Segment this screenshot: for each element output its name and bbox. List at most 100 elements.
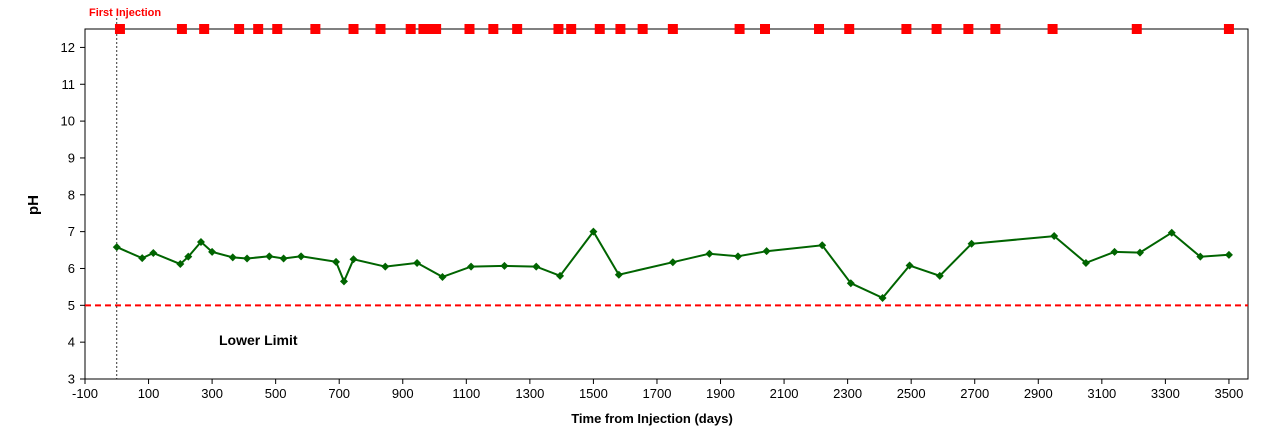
ph-data-point xyxy=(467,262,476,271)
ph-data-point xyxy=(762,247,771,256)
y-tick-label: 7 xyxy=(68,224,75,239)
x-tick-label: 2700 xyxy=(960,386,989,401)
ph-data-point xyxy=(967,239,976,248)
ph-data-point xyxy=(297,252,306,261)
injection-marker xyxy=(901,24,912,34)
ph-data-point xyxy=(265,252,274,261)
ph-data-point xyxy=(589,227,598,236)
injection-marker xyxy=(1131,24,1142,34)
ph-data-point xyxy=(149,249,158,257)
injection-marker xyxy=(272,24,283,34)
x-tick-label: 300 xyxy=(201,386,223,401)
ph-data-point xyxy=(1167,228,1176,237)
ph-data-point xyxy=(138,254,147,263)
y-tick-label: 12 xyxy=(61,40,75,55)
ph-data-point xyxy=(228,253,237,262)
ph-data-point xyxy=(733,252,742,261)
injection-marker xyxy=(814,24,825,34)
injection-marker xyxy=(615,24,626,34)
injection-marker xyxy=(464,24,475,34)
ph-data-point xyxy=(1050,232,1059,241)
injection-marker xyxy=(566,24,577,34)
first-injection-label: First Injection xyxy=(89,7,161,19)
ph-data-point xyxy=(339,277,348,286)
ph-data-point xyxy=(705,249,714,258)
ph-data-point xyxy=(332,257,341,266)
x-tick-label: 3100 xyxy=(1087,386,1116,401)
ph-data-point xyxy=(1135,248,1144,257)
injection-marker xyxy=(734,24,745,34)
injection-marker xyxy=(844,24,855,34)
ph-data-point xyxy=(176,260,185,269)
ph-data-point xyxy=(1224,250,1233,259)
injection-marker xyxy=(234,24,245,34)
injection-marker xyxy=(637,24,648,34)
y-tick-label: 11 xyxy=(62,77,76,92)
injection-marker xyxy=(931,24,942,34)
x-tick-label: 1100 xyxy=(452,386,480,401)
ph-data-point xyxy=(1110,247,1119,256)
injection-marker xyxy=(667,24,678,34)
x-tick-label: 2500 xyxy=(897,386,926,401)
ph-data-point xyxy=(208,247,217,256)
injection-marker xyxy=(375,24,386,34)
x-tick-label: 900 xyxy=(392,386,414,401)
x-tick-label: 1300 xyxy=(515,386,544,401)
x-tick-label: 1700 xyxy=(643,386,672,401)
injection-marker xyxy=(760,24,771,34)
ph-data-point xyxy=(668,258,677,267)
x-tick-label: 2100 xyxy=(770,386,799,401)
injection-marker xyxy=(253,24,264,34)
injection-marker xyxy=(431,24,442,34)
x-tick-label: 500 xyxy=(265,386,287,401)
injection-marker xyxy=(424,24,435,34)
ph-data-point xyxy=(1081,258,1090,267)
y-tick-label: 10 xyxy=(61,114,75,129)
injection-marker xyxy=(594,24,605,34)
injection-marker xyxy=(310,24,321,34)
injection-marker xyxy=(963,24,974,34)
ph-data-point xyxy=(438,272,447,281)
injection-marker xyxy=(512,24,523,34)
ph-data-point xyxy=(905,261,914,270)
ph-data-point xyxy=(349,255,358,264)
x-axis-title: Time from Injection (days) xyxy=(571,411,733,426)
ph-data-point xyxy=(846,279,855,288)
injection-marker xyxy=(553,24,564,34)
injection-marker xyxy=(114,24,125,34)
injection-marker xyxy=(348,24,359,34)
y-tick-label: 8 xyxy=(68,187,75,202)
injection-marker xyxy=(1047,24,1058,34)
y-tick-label: 6 xyxy=(68,261,75,276)
injection-marker xyxy=(199,24,210,34)
x-tick-label: 3500 xyxy=(1214,386,1243,401)
injection-marker xyxy=(418,24,429,34)
ph-data-point xyxy=(279,254,288,263)
plot-area xyxy=(84,28,1249,380)
injection-marker xyxy=(405,24,416,34)
ph-data-point xyxy=(243,254,252,263)
ph-data-point xyxy=(1196,252,1205,261)
y-tick-label: 5 xyxy=(68,298,75,313)
x-tick-label: 1900 xyxy=(706,386,735,401)
ph-data-point xyxy=(500,261,509,270)
ph-data-point xyxy=(532,262,541,271)
ph-data-point xyxy=(878,293,887,302)
ph-data-point xyxy=(614,270,623,279)
ph-data-point xyxy=(112,243,121,252)
injection-marker xyxy=(176,24,187,34)
x-tick-label: 2300 xyxy=(833,386,862,401)
y-tick-label: 9 xyxy=(68,150,75,165)
injection-marker xyxy=(1223,24,1234,34)
injection-marker xyxy=(990,24,1001,34)
x-tick-label: -100 xyxy=(72,386,98,401)
ph-data-point xyxy=(935,271,944,280)
y-axis-title: pH xyxy=(25,195,42,215)
ph-data-point xyxy=(413,258,422,267)
ph-data-point xyxy=(818,241,827,250)
ph-data-point xyxy=(381,262,390,271)
ph-data-point xyxy=(196,237,205,246)
injection-marker xyxy=(488,24,499,34)
